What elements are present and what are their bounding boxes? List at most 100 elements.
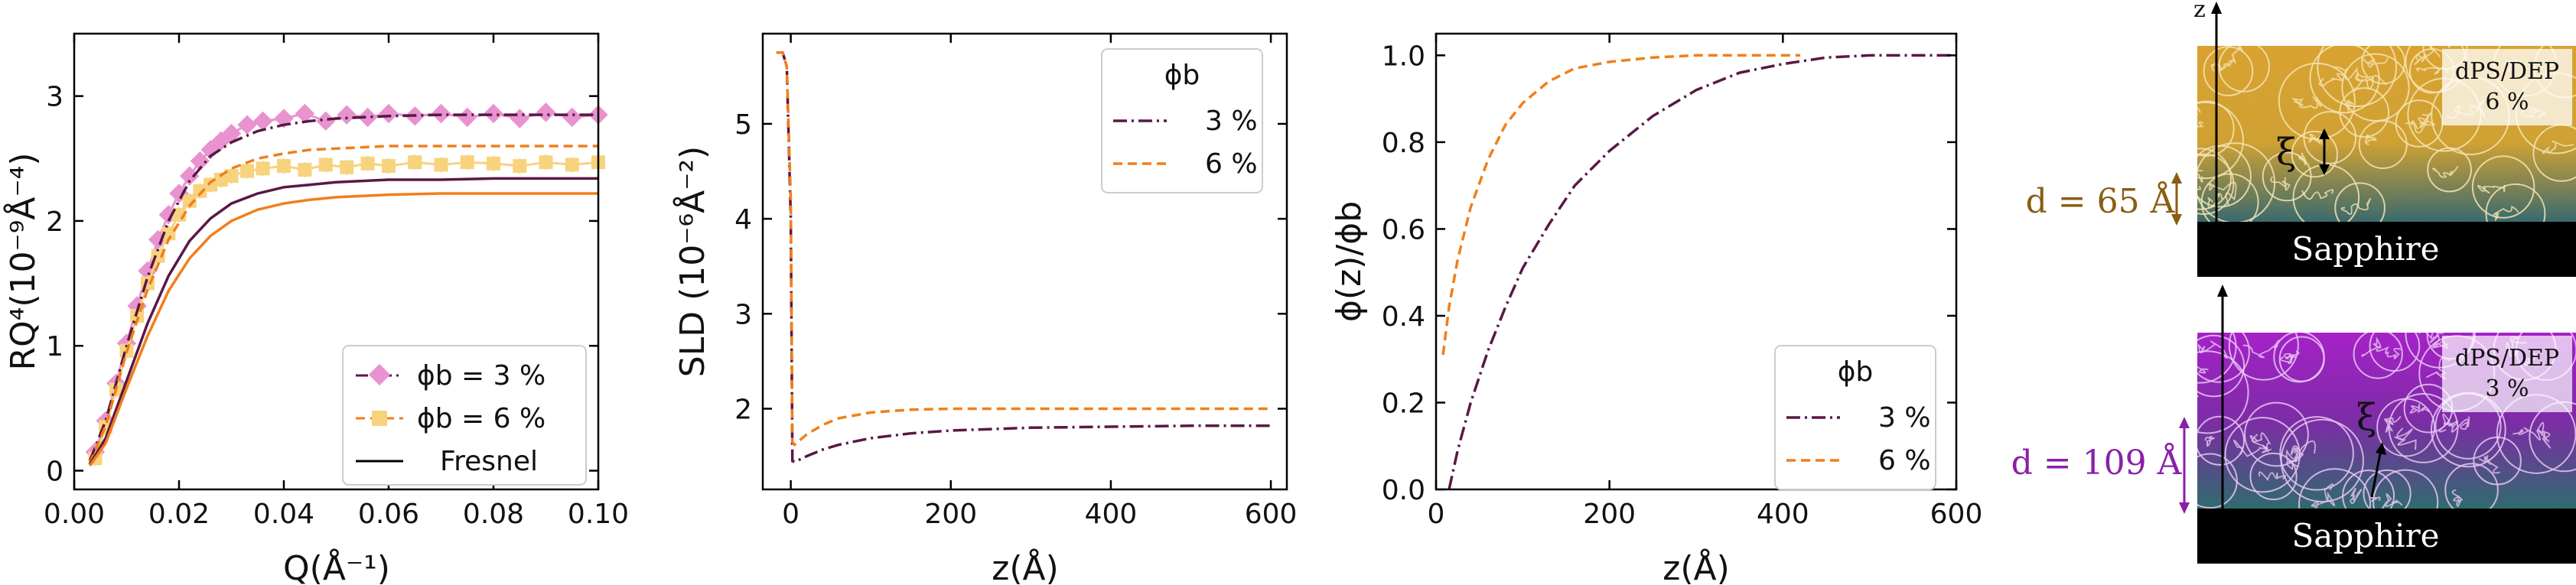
coil-circle	[2309, 46, 2380, 114]
schematic-bottom: Sapphire dPS/DEP 3 % ξ d = 109 Å	[2011, 333, 2576, 564]
y-tick-label: 0.4	[1382, 301, 1425, 333]
panel-a-xlabel: Q(Å⁻¹)	[283, 548, 390, 585]
coil-chain	[2197, 106, 2201, 116]
legend-title: ϕb	[1164, 60, 1200, 91]
coil-chain	[2284, 350, 2300, 360]
panel-b-xlabel: z(Å)	[992, 548, 1059, 585]
x-tick-label: 0.08	[463, 499, 524, 530]
x-tick-label: 400	[1757, 499, 1809, 530]
coil-circle	[2341, 53, 2410, 122]
xi-arrow-bottom	[2370, 442, 2386, 498]
panel-b-ylabel: SLD (10⁻⁶Å⁻²)	[672, 146, 712, 377]
panel-a-ticks: 0.00 0.02 0.04 0.06 0.08 0.10 0 1 2 3	[44, 34, 629, 530]
coil-circle	[2339, 87, 2390, 138]
data-point	[277, 159, 291, 174]
label-box-top	[2442, 49, 2572, 125]
legend-label-fresnel: Fresnel	[440, 446, 538, 477]
data-point	[458, 107, 477, 128]
x-tick-label: 200	[1583, 499, 1636, 530]
x-tick-label: 0	[1428, 499, 1445, 530]
coil-chain	[2376, 346, 2402, 359]
xi-arrow-top	[2319, 128, 2330, 175]
data-point	[340, 160, 354, 174]
coil-chain	[2197, 121, 2204, 128]
coil-circle	[2197, 333, 2250, 383]
coil-circle	[2197, 142, 2276, 222]
coil-chain	[2405, 120, 2427, 134]
coil-circle	[2197, 350, 2249, 434]
x-tick-label: 0.10	[568, 499, 629, 530]
legend-label-6pct: 6 %	[1205, 148, 1258, 180]
data-point	[161, 226, 176, 241]
data-point	[487, 156, 500, 171]
y-tick-label: 3	[734, 299, 752, 330]
y-tick-label: 0.6	[1382, 214, 1425, 245]
coil-chain	[2448, 416, 2470, 433]
x-tick-label: 0.06	[358, 499, 419, 530]
coil-circle	[2473, 436, 2522, 486]
y-tick-label: 3	[46, 82, 64, 113]
schematic-top: Sapphire dPS/DEP 6 % ξ d = 65 Å	[2026, 46, 2576, 277]
data-point	[460, 155, 474, 170]
data-point	[536, 102, 556, 122]
coil-chain	[2227, 46, 2243, 67]
coil-chain	[2478, 455, 2500, 474]
panel-a-frame	[73, 32, 600, 491]
data-point	[337, 105, 357, 125]
coil-chain	[2353, 73, 2374, 92]
coil-chain	[2197, 340, 2228, 359]
coil-circle	[2363, 469, 2412, 509]
schematic: Sapphire dPS/DEP 6 % ξ d = 65 Å Sapphire	[2011, 0, 2576, 564]
panel-c-frame	[1435, 32, 1958, 491]
data-point	[318, 158, 333, 172]
coil-circle	[2298, 468, 2372, 509]
label-percent-bottom: 3 %	[2485, 375, 2529, 402]
coil-chain	[2290, 440, 2316, 463]
x-tick-label: 400	[1085, 499, 1138, 530]
coil-circle	[2197, 100, 2235, 157]
x-tick-label: 0.00	[44, 499, 105, 530]
thickness-arrow-top	[2171, 172, 2182, 226]
coil-chain	[2362, 57, 2389, 68]
coil-chain	[2418, 112, 2436, 128]
legend-box	[1774, 345, 1936, 490]
coil-circle	[2291, 130, 2338, 178]
panel-b-legend: ϕb 3 % 6 %	[1101, 48, 1263, 193]
x-tick-label: 0.04	[253, 499, 314, 530]
coil-chain	[2197, 171, 2203, 184]
panel-a: 0.00 0.02 0.04 0.06 0.08 0.10 0 1 2 3 Q(Å⁻¹) RQ⁴(…	[2, 32, 629, 585]
coil-chain	[2432, 166, 2459, 178]
z-axis-label: z	[2193, 0, 2206, 23]
legend-label-3pct: 3 %	[1878, 402, 1931, 434]
data-point	[539, 155, 553, 170]
series-line	[88, 113, 598, 462]
coil-chain	[2197, 395, 2199, 398]
coil-circle	[2317, 46, 2398, 108]
coil-chain	[2197, 366, 2209, 374]
coil-chain	[2512, 422, 2545, 441]
x-tick-label: 0.02	[148, 499, 210, 530]
coil-chain	[2301, 189, 2334, 200]
coil-chain	[2429, 46, 2451, 48]
coil-circle	[2471, 155, 2535, 219]
coil-chain	[2291, 96, 2322, 109]
y-tick-label: 1.0	[1382, 41, 1425, 72]
coil-chain	[2233, 434, 2268, 457]
coil-circle	[2353, 333, 2403, 379]
coil-chain	[2477, 184, 2506, 194]
coil-circle	[2334, 182, 2385, 222]
panel-a-legend: ϕb = 3 % ϕb = 6 % Fresnel	[342, 345, 587, 486]
z-axis-arrow	[2211, 2, 2228, 509]
coil-chain	[2536, 428, 2552, 449]
legend-label-6pct: 6 %	[1878, 445, 1931, 476]
coil-circle	[2303, 111, 2357, 164]
coil-circle	[2358, 119, 2408, 169]
coil-chain	[2197, 333, 2198, 337]
data-point	[382, 159, 396, 174]
legend-marker-6pct	[356, 411, 403, 426]
data-point	[510, 109, 529, 128]
data-point	[316, 111, 336, 132]
coil-chain	[2285, 448, 2299, 470]
y-tick-label: 5	[734, 109, 752, 141]
panel-c-plot	[1441, 54, 1956, 490]
